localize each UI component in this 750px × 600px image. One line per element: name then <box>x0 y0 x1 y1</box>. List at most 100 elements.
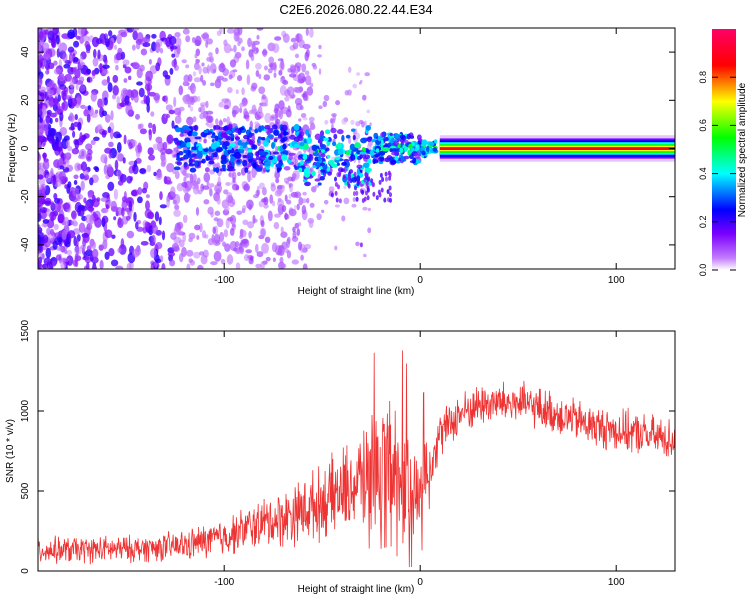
heatmap-cell <box>64 249 68 255</box>
heatmap-cell <box>71 196 78 203</box>
heatmap-cell <box>200 254 208 265</box>
heatmap-cell <box>113 44 118 50</box>
heatmap-cell <box>198 251 205 256</box>
heatmap-cell <box>334 176 337 182</box>
heatmap-cell <box>288 73 297 78</box>
heatmap-cell <box>361 198 365 204</box>
heatmap-cell <box>320 147 327 151</box>
heatmap-cell <box>47 62 55 70</box>
heatmap-cell <box>192 71 197 77</box>
colorbar-tick-label: 0.8 <box>698 71 708 84</box>
heatmap-cell <box>188 194 191 198</box>
heatmap-cell <box>268 56 275 64</box>
heatmap-cell <box>230 137 235 142</box>
heatmap-cell <box>188 258 193 263</box>
heatmap-cell <box>274 213 281 218</box>
heatmap-cell <box>198 145 203 152</box>
heatmap-cell <box>41 105 47 116</box>
heatmap-cell <box>416 144 420 149</box>
heatmap-cell <box>69 97 78 107</box>
heatmap-cell <box>42 59 47 67</box>
heatmap-cell <box>192 131 198 137</box>
heatmap-cell <box>324 129 331 135</box>
heatmap-cell <box>205 40 209 48</box>
heatmap-cell <box>302 154 308 161</box>
heatmap-cell <box>316 213 322 221</box>
heatmap-cell <box>272 200 276 207</box>
heatmap-cell <box>332 141 337 147</box>
heatmap-cell <box>337 148 344 155</box>
heatmap-cell <box>233 247 238 252</box>
heatmap-cell <box>272 43 280 53</box>
heatmap-cell <box>247 171 252 183</box>
heatmap-cell <box>273 221 280 230</box>
heatmap-cell <box>356 72 361 76</box>
heatmap-cell <box>197 189 203 195</box>
heatmap-cell <box>155 258 162 264</box>
heatmap-cell <box>187 116 192 121</box>
heatmap-cell <box>206 64 211 74</box>
heatmap-cell <box>38 64 41 71</box>
heatmap-cell <box>193 251 201 259</box>
heatmap-cell <box>137 196 143 204</box>
heatmap-cell <box>212 226 216 235</box>
heatmap-cell <box>159 47 164 54</box>
heatmap-cell <box>265 256 271 262</box>
heatmap-cell <box>323 94 330 102</box>
heatmap-cell <box>206 181 210 186</box>
heatmap-cell <box>90 112 98 118</box>
heatmap-cell <box>283 166 291 171</box>
heatmap-cell <box>83 197 87 204</box>
heatmap-cell <box>136 67 143 79</box>
heatmap-cell <box>72 187 80 197</box>
heatmap-cell <box>210 142 217 150</box>
heatmap-cell <box>256 138 261 144</box>
heatmap-cell <box>176 229 183 236</box>
heatmap-cell <box>294 191 302 199</box>
heatmap-cell <box>184 137 191 143</box>
heatmap-cell <box>242 159 248 167</box>
heatmap-cell <box>425 145 430 153</box>
heatmap-cell <box>86 68 92 75</box>
heatmap-cell <box>74 114 78 121</box>
heatmap-cell <box>380 139 384 147</box>
heatmap-cell <box>175 127 181 133</box>
spectrogram-x-label: Height of straight line (km) <box>298 286 415 297</box>
heatmap-cell <box>132 30 138 41</box>
heatmap-cell <box>159 191 163 201</box>
spectrogram-y-tick-label: 20 <box>20 94 31 106</box>
heatmap-cell <box>53 28 58 34</box>
heatmap-cell <box>222 143 227 150</box>
figure-title: C2E6.2026.080.22.44.E34 <box>279 2 432 17</box>
heatmap-cell <box>78 62 84 69</box>
heatmap-cell <box>87 148 93 156</box>
heatmap-cell <box>59 42 68 53</box>
heatmap-cell <box>268 155 274 160</box>
heatmap-cell <box>263 196 269 206</box>
heatmap-cell <box>335 100 341 106</box>
heatmap-cell <box>187 95 191 99</box>
heatmap-cell <box>245 59 250 70</box>
heatmap-cell <box>54 236 62 245</box>
heatmap-cell <box>264 236 271 244</box>
heatmap-cell <box>320 153 326 158</box>
heatmap-cell <box>66 249 72 256</box>
heatmap-cell <box>277 198 284 209</box>
heatmap-cell <box>255 263 262 269</box>
colorbar-tick-label: 0.2 <box>698 216 708 229</box>
heatmap-cell <box>99 259 104 269</box>
heatmap-cell <box>213 217 219 222</box>
heatmap-cell <box>199 222 203 233</box>
heatmap-cell <box>92 48 97 59</box>
heatmap-cell <box>132 164 136 172</box>
heatmap-cell <box>72 66 79 76</box>
heatmap-cell <box>182 214 188 224</box>
heatmap-cell <box>308 154 312 158</box>
heatmap-cell <box>300 113 307 118</box>
heatmap-cell <box>176 221 184 230</box>
heatmap-cell <box>128 110 135 115</box>
heatmap-cell <box>166 162 175 173</box>
heatmap-cell <box>334 182 338 187</box>
